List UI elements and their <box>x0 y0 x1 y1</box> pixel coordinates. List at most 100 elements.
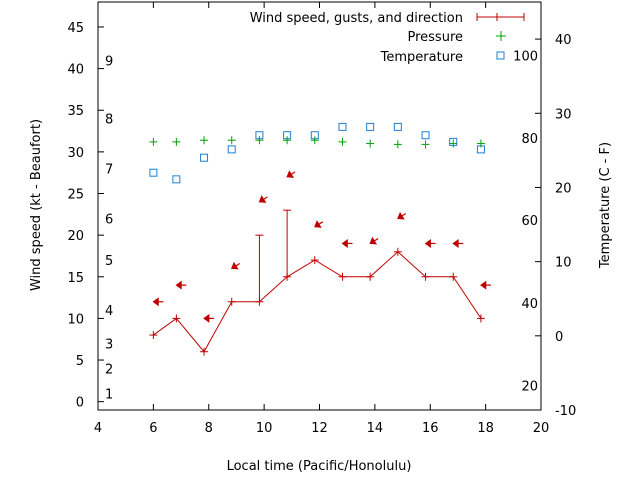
y2-axis-label: Temperature (C - F) <box>598 142 613 269</box>
pressure-point <box>449 139 458 148</box>
fahrenheit-label: 40 <box>521 297 538 312</box>
wind-point <box>149 331 158 340</box>
wind-speed-line <box>153 251 482 353</box>
arrow-head <box>480 280 487 290</box>
y2-tick-label: -10 <box>555 404 576 419</box>
wind-direction-arrow <box>314 220 324 228</box>
pressure-point <box>393 140 402 149</box>
y-tick-label: 35 <box>67 104 84 119</box>
temperature-point <box>476 145 485 154</box>
pressure-series <box>149 136 485 149</box>
arrow-head <box>231 261 239 270</box>
wind-direction-arrow <box>152 297 164 307</box>
fahrenheit-label: 60 <box>521 214 538 229</box>
beaufort-label: 1 <box>105 387 113 402</box>
legend: Wind speed, gusts, and direction Pressur… <box>250 11 525 65</box>
wind-point <box>200 347 209 356</box>
wind-point <box>476 314 485 323</box>
wind-point <box>227 297 236 306</box>
temperature-point <box>310 131 319 140</box>
pressure-point <box>149 137 158 146</box>
arrow-head <box>424 238 431 248</box>
temperature-point <box>172 175 181 184</box>
x-axis-label: Local time (Pacific/Honolulu) <box>227 459 412 474</box>
fahrenheit-label: 20 <box>521 380 538 395</box>
axis-tick-labels: 4 6 8 10 12 14 16 18 20051015202530354045-100102… <box>67 21 576 436</box>
arrow-head <box>175 280 182 290</box>
legend-swatch-wind <box>476 13 525 21</box>
wind-series <box>149 170 491 356</box>
x-tick-label: 8 <box>205 421 213 436</box>
pressure-point <box>310 136 319 145</box>
wind-point <box>449 272 458 281</box>
wind-direction-arrow <box>369 236 379 245</box>
y-tick-label: 15 <box>67 271 84 286</box>
legend-label-pressure: Pressure <box>407 30 463 45</box>
beaufort-label: 8 <box>105 113 113 128</box>
pressure-point <box>338 137 347 146</box>
wind-direction-arrow <box>397 211 407 220</box>
wind-point <box>172 314 181 323</box>
arrow-head <box>258 195 267 203</box>
temperature-point <box>255 131 264 140</box>
beaufort-label: 2 <box>105 362 113 377</box>
y-tick-label: 25 <box>67 188 84 203</box>
pressure-point <box>255 136 264 145</box>
x-tick-label: 14 <box>367 421 384 436</box>
beaufort-label: 5 <box>105 254 113 269</box>
y-tick-label: 0 <box>76 396 84 411</box>
arrow-head <box>286 170 295 178</box>
arrow-head <box>341 238 348 248</box>
x-tick-label: 18 <box>477 421 494 436</box>
x-tick-label: 4 <box>94 421 102 436</box>
legend-swatch-temperature <box>496 51 505 60</box>
temperature-point <box>200 153 209 162</box>
pressure-point <box>366 139 375 148</box>
beaufort-label: 6 <box>105 212 113 227</box>
temperature-point <box>283 131 292 140</box>
y-tick-label: 45 <box>67 21 84 36</box>
y-tick-label: 5 <box>76 354 84 369</box>
temperature-point <box>338 122 347 131</box>
wind-direction-arrow <box>203 313 215 323</box>
plot-frame <box>97 1 542 411</box>
pressure-point <box>283 136 292 145</box>
fahrenheit-label: 100 <box>513 49 538 64</box>
arrow-head <box>397 211 405 220</box>
wind-point <box>421 272 430 281</box>
x-tick-label: 10 <box>256 421 273 436</box>
y2-tick-label: 40 <box>555 33 572 48</box>
y2-tick-label: 10 <box>555 256 572 271</box>
y2-tick-label: 20 <box>555 181 572 196</box>
wind-direction-arrow <box>341 238 353 248</box>
wind-direction-arrow <box>424 238 436 248</box>
x-tick-label: 16 <box>422 421 439 436</box>
wind-point <box>366 272 375 281</box>
axis-ticks <box>97 2 542 411</box>
arrow-head <box>152 297 159 307</box>
temperature-point <box>449 137 458 146</box>
y-tick-label: 20 <box>67 229 84 244</box>
x-tick-label: 12 <box>311 421 328 436</box>
y-tick-label: 10 <box>67 312 84 327</box>
beaufort-label: 3 <box>105 337 113 352</box>
temperature-point <box>227 145 236 154</box>
wind-point <box>393 247 402 256</box>
legend-swatch-pressure <box>496 31 506 41</box>
legend-label-wind: Wind speed, gusts, and direction <box>250 11 463 26</box>
temperature-point <box>393 122 402 131</box>
wind-direction-arrow <box>286 170 296 178</box>
wind-point <box>338 272 347 281</box>
x-tick-label: 6 <box>149 421 157 436</box>
y-tick-label: 30 <box>67 146 84 161</box>
fahrenheit-label: 80 <box>521 132 538 147</box>
y-tick-label: 40 <box>67 63 84 78</box>
legend-label-temperature: Temperature <box>380 50 463 65</box>
temperature-point <box>421 131 430 140</box>
temperature-series <box>149 122 485 184</box>
arrow-head <box>369 236 378 245</box>
temperature-point <box>149 168 158 177</box>
temperature-point <box>366 122 375 131</box>
y-axis-label: Wind speed (kt - Beaufort) <box>29 119 44 291</box>
